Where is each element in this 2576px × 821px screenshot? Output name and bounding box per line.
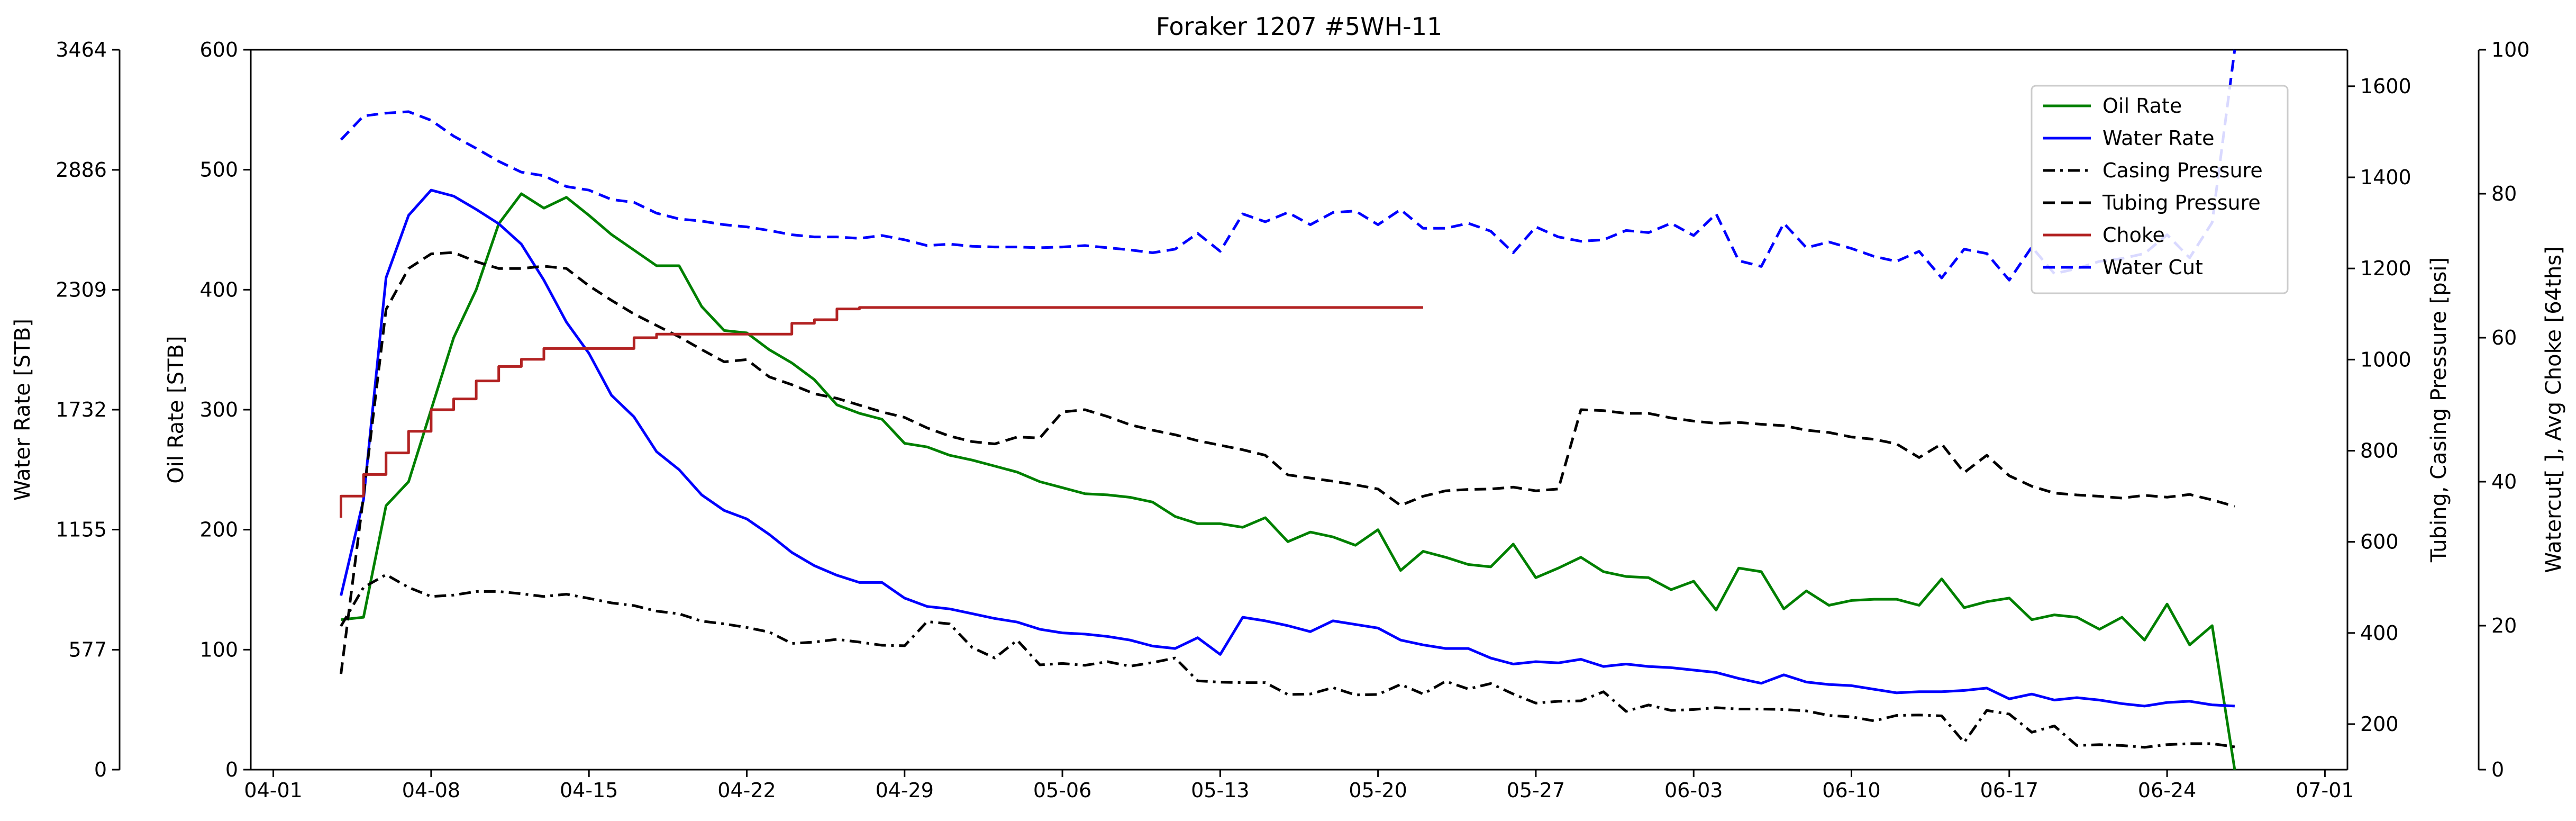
casing-pressure-legend-label: Casing Pressure (2102, 159, 2263, 182)
water-tick-label: 1155 (56, 518, 107, 542)
tubing-pressure-line (340, 251, 2235, 674)
legend: Oil Rate Water Rate Casing Pressure Tubing … (2031, 85, 2289, 294)
pressure-tick-label: 1200 (2360, 257, 2411, 280)
x-tick-label: 06-10 (1822, 779, 1880, 802)
choke-line (340, 306, 1423, 518)
pressure-tick-label: 1400 (2360, 166, 2411, 189)
oil-rate-line (341, 192, 2236, 770)
oil-rate-series (341, 192, 2236, 770)
water-tick-label: 1732 (56, 398, 107, 421)
x-tick-label: 05-27 (1507, 779, 1565, 802)
legend-box (2031, 85, 2289, 294)
pressure-tick-label: 1000 (2360, 348, 2411, 371)
x-tick-label: 04-01 (244, 779, 302, 802)
water-tick-label: 2886 (56, 158, 107, 182)
oil-axis-label: Oil Rate [STB] (164, 336, 188, 483)
x-tick-label: 04-08 (402, 779, 460, 802)
water-tick-label: 577 (68, 638, 107, 661)
oil-tick-label: 600 (199, 38, 238, 61)
casing-pressure-series (340, 573, 2235, 749)
pressure-axis-label: Tubing, Casing Pressure [psi] (2427, 257, 2451, 563)
water-cut-legend-label: Water Cut (2102, 256, 2203, 279)
percent-tick-label: 80 (2491, 182, 2517, 205)
oil-tick-label: 0 (225, 758, 238, 781)
axes-layer: 04-01 04-08 04-15 04-22 04-29 05-06 05-13 05-20… (11, 38, 2566, 802)
oil-tick-label: 300 (199, 398, 238, 421)
pressure-tick-label: 800 (2360, 439, 2399, 462)
water-rate-legend-label: Water Rate (2102, 127, 2215, 150)
x-tick-label: 07-01 (2296, 779, 2354, 802)
pressure-tick-label: 400 (2360, 621, 2399, 645)
oil-tick-label: 100 (199, 638, 238, 661)
casing-pressure-line (340, 573, 2235, 749)
water-tick-label: 3464 (56, 38, 107, 61)
tubing-pressure-series (340, 251, 2235, 674)
water-rate-series (340, 188, 2235, 708)
percent-tick-label: 100 (2491, 38, 2530, 61)
water-tick-label: 0 (94, 758, 107, 781)
x-tick-label: 05-13 (1191, 779, 1249, 802)
water-cut-line (340, 49, 2236, 282)
x-tick-label: 06-24 (2138, 779, 2196, 802)
percent-tick-label: 0 (2491, 758, 2504, 781)
x-tick-label: 06-03 (1664, 779, 1723, 802)
x-tick-label: 06-17 (1980, 779, 2038, 802)
choke-legend-label: Choke (2102, 223, 2165, 247)
x-tick-label: 04-22 (717, 779, 776, 802)
tubing-pressure-legend-label: Tubing Pressure (2102, 191, 2261, 214)
x-tick-label: 05-20 (1349, 779, 1407, 802)
pressure-tick-label: 600 (2360, 530, 2399, 554)
water-rate-line (340, 188, 2235, 708)
oil-tick-label: 200 (199, 518, 238, 542)
water-axis-label: Water Rate [STB] (11, 319, 35, 501)
water-tick-label: 2309 (56, 278, 107, 301)
oil-rate-legend-label: Oil Rate (2102, 94, 2182, 118)
oil-tick-label: 400 (199, 278, 238, 301)
x-tick-label: 05-06 (1033, 779, 1091, 802)
series-layer (340, 49, 2236, 770)
percent-tick-label: 60 (2491, 326, 2517, 349)
water-cut-series (340, 49, 2236, 282)
percent-tick-label: 40 (2491, 470, 2517, 493)
pressure-tick-label: 200 (2360, 712, 2399, 736)
pressure-tick-label: 1600 (2360, 75, 2411, 98)
x-tick-label: 04-29 (876, 779, 934, 802)
percent-tick-label: 20 (2491, 614, 2517, 637)
chart-title: Foraker 1207 #5WH-11 (1156, 12, 1443, 41)
choke-series (340, 306, 1423, 518)
percent-axis-label: Watercut[ ], Avg Choke [64ths] (2542, 246, 2566, 573)
oil-tick-label: 500 (199, 158, 238, 182)
x-tick-label: 04-15 (560, 779, 618, 802)
